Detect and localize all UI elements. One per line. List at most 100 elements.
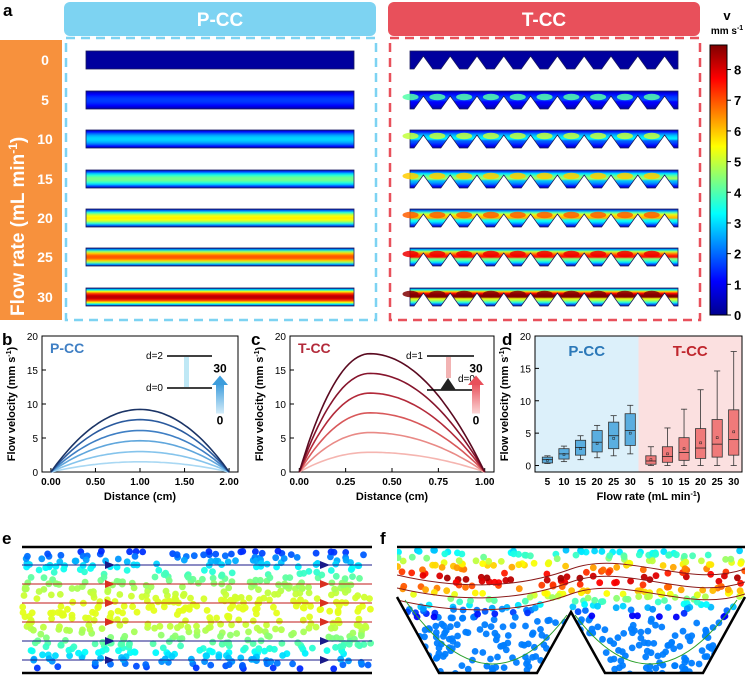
panel_e-particle: [28, 647, 36, 655]
panel_e-particle: [305, 589, 313, 597]
panel_e-particle: [63, 626, 70, 634]
panel_e-particle: [331, 585, 338, 593]
panel_e-particle: [352, 594, 359, 602]
pcc-channel-5: [85, 90, 355, 110]
panel_f-particle: [562, 562, 569, 570]
panel_e-particle: [252, 576, 260, 584]
panel_d-x-tick-label: 25: [608, 477, 620, 488]
panel_e-particle: [56, 623, 63, 630]
panel-label-e: e: [2, 529, 11, 548]
panel_e-particle: [207, 557, 215, 565]
panel_e-particle: [364, 661, 372, 669]
panel_f-streamline: [397, 587, 745, 611]
panel_f-particle: [619, 590, 627, 598]
panel_f-particle: [541, 589, 549, 597]
tcc-hotspot: [509, 290, 526, 298]
panel_f-particle: [453, 564, 461, 572]
panel_f-particle: [620, 553, 628, 561]
panel_e-particle: [68, 614, 76, 622]
panel_f-particle: [592, 663, 600, 671]
panel_f-particle: [490, 616, 498, 624]
panel_e-particle: [42, 643, 50, 651]
tcc-hotspot: [536, 172, 553, 180]
tcc-header: [388, 2, 700, 36]
panel_f-particle: [531, 604, 539, 612]
panel_f-particle: [665, 583, 673, 591]
tcc-hotspot: [402, 290, 419, 298]
tcc-hotspot: [616, 290, 633, 298]
flow-rate-label-bar: [0, 40, 62, 320]
panel_c-series-25: [298, 372, 486, 473]
panel_f-particle: [501, 569, 508, 577]
panel_f-particle: [432, 622, 440, 630]
panel_f-particle: [557, 574, 565, 582]
panel_f-particle: [699, 586, 707, 594]
panel_f-particle: [443, 574, 451, 582]
panel_e-particle: [68, 585, 76, 592]
panel_e-particle: [328, 591, 335, 599]
panel_c-x-tick-label: 0.50: [382, 477, 402, 488]
panel_e-particle: [66, 652, 73, 660]
panel_f-particle: [698, 557, 705, 565]
panel_f-particle: [398, 624, 406, 631]
panel_d-mean: [546, 459, 549, 462]
panel_d-y-tick-label: 0: [525, 462, 531, 473]
panel_f-particle: [654, 652, 662, 660]
panel_f-particle: [409, 639, 416, 647]
tcc-hotspot: [643, 93, 660, 101]
panel_f-particle: [736, 547, 743, 555]
panel_f-particle: [661, 597, 668, 604]
panel_f-particle: [419, 572, 427, 579]
colorbar-title: v: [723, 8, 731, 23]
panel_f-particle: [453, 621, 461, 629]
panel_c-y-tick-label: 20: [275, 332, 287, 343]
panel_f-particle: [627, 606, 635, 614]
panel_e-particle: [48, 615, 55, 622]
tcc-hotspot: [563, 93, 580, 101]
panel_f-particle: [452, 579, 460, 586]
panel_e-particle: [52, 652, 59, 659]
panel_e-particle: [293, 554, 301, 561]
panel_b-x-tick-label: 1.00: [130, 477, 150, 488]
panel_f-particle: [693, 598, 701, 606]
tcc-hotspot: [536, 211, 553, 219]
panel_e-particle: [156, 622, 164, 630]
panel_e-particle: [210, 580, 218, 587]
panel_e-particle: [244, 636, 252, 644]
panel_f-particle: [634, 612, 641, 620]
panel_f-particle: [485, 557, 493, 565]
panel_f-particle: [731, 649, 739, 657]
panel_f-particle: [613, 578, 620, 586]
panel_f-particle: [705, 561, 713, 568]
pcc-channel-20: [85, 208, 355, 228]
panel_e-particle: [273, 609, 280, 617]
panel_f-particle: [524, 640, 532, 648]
panel_e-particle: [203, 652, 211, 660]
panel_f-particle: [566, 623, 574, 631]
panel_f-particle: [741, 567, 745, 575]
panel_e-particle: [276, 617, 283, 625]
panel_f-particle: [664, 604, 672, 611]
panel_f-particle: [615, 647, 622, 654]
panel_f-particle: [448, 645, 456, 652]
panel_f-particle: [397, 548, 402, 556]
panel_b-series-30: [50, 408, 230, 473]
panel_e-particle: [307, 620, 315, 627]
panel_e-particle: [200, 551, 208, 559]
panel_e-particle: [165, 577, 173, 584]
panel_f-particle: [709, 662, 717, 670]
panel_e-particle: [50, 569, 58, 576]
panel_f-particle: [729, 661, 737, 669]
panel_f-particle: [500, 664, 508, 671]
panel_f-particle: [681, 565, 689, 573]
panel_e-particle: [235, 604, 243, 611]
panel_f-particle: [545, 559, 553, 567]
panel_e-particle: [151, 573, 159, 581]
tcc-hotspot: [429, 211, 446, 219]
panel_e-particle: [27, 574, 35, 581]
panel_f-particle: [588, 625, 596, 633]
panel_f-particle: [481, 621, 489, 629]
tcc-hotspot: [429, 250, 446, 258]
panel_b-arrow-top-label: 30: [213, 362, 227, 376]
panel_e-particle: [242, 621, 250, 628]
